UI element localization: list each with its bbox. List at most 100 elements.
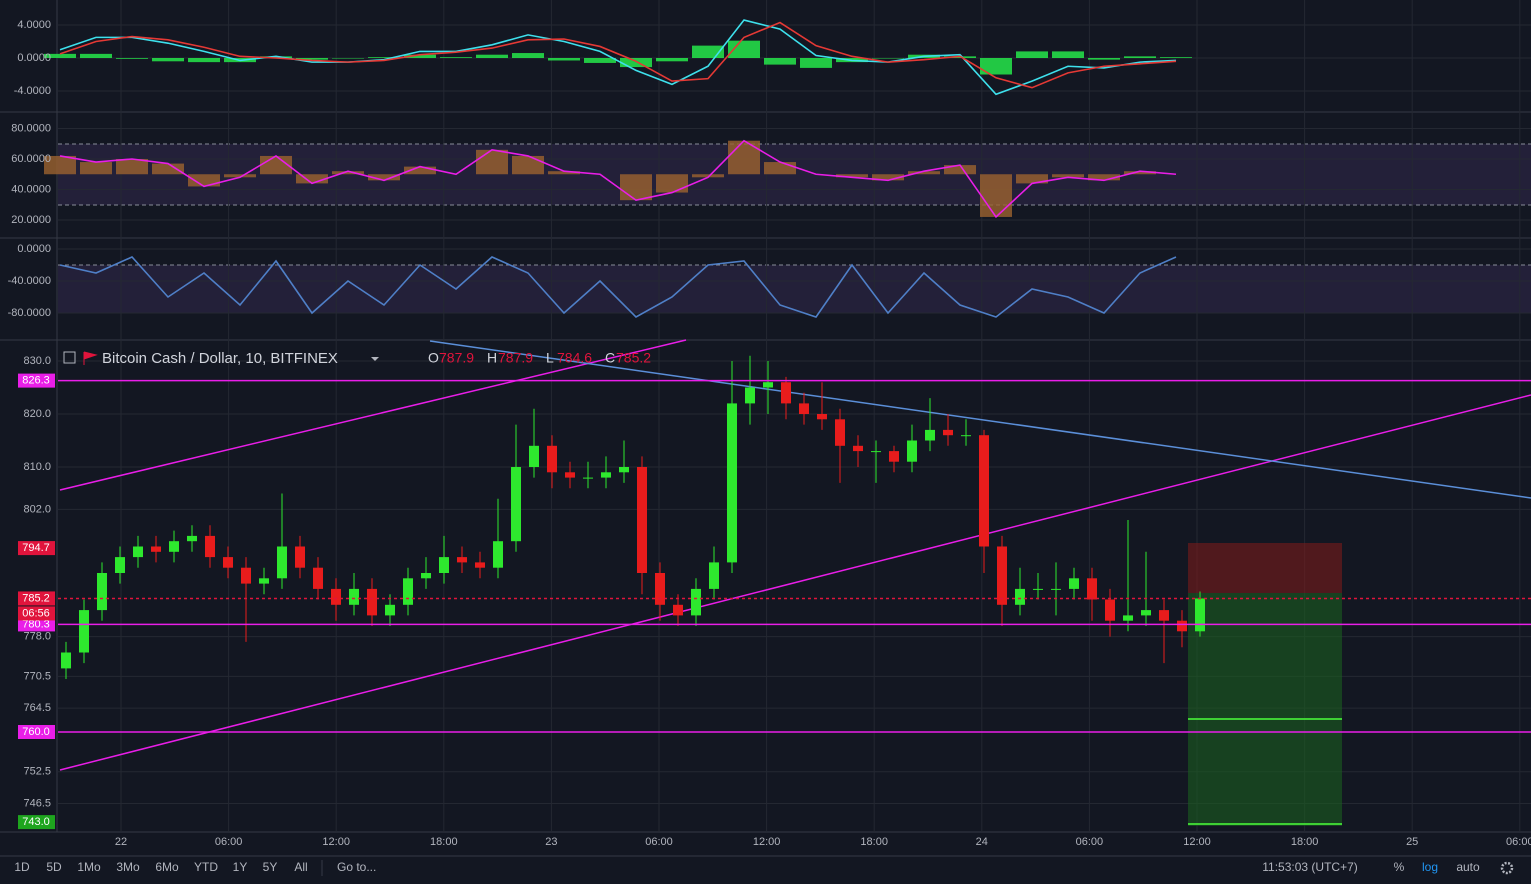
time-label: 23 [545,836,557,848]
macd-tick-label: 0.0000 [17,52,51,64]
candle-body [763,382,773,388]
range-button[interactable]: YTD [194,860,218,874]
candle-body [115,557,125,573]
range-button[interactable]: 6Mo [155,860,179,874]
rsi-tick-label: 20.0000 [11,214,51,226]
settings-icon[interactable] [1500,861,1514,875]
time-label: 06:00 [1506,836,1531,848]
rsi-fill [656,174,688,193]
candle-body [1141,610,1151,616]
range-button[interactable]: 3Mo [116,860,140,874]
rsi-fill [728,140,760,175]
candle-body [151,546,161,552]
candle-body [133,546,143,558]
candle-body [601,472,611,478]
macd-histogram-bar [1052,51,1084,58]
rsi-fill [980,174,1012,217]
macd-histogram-bar [476,54,508,58]
rsi-fill [116,159,148,175]
range-button[interactable]: 1D [14,860,30,874]
candle-body [529,445,539,467]
marks [44,19,1531,733]
goto-button[interactable]: Go to... [337,860,376,874]
rsi-fill [512,155,544,175]
candle-body [871,451,881,453]
candle-body [961,435,971,437]
candle-body [205,535,215,558]
rsi-fill [1052,174,1084,178]
grid [58,0,1531,832]
candle-body [61,652,71,669]
rsi-tick-label: 40.0000 [11,183,51,195]
signal-line [59,21,1177,89]
header: Bitcoin Cash / Dollar, 10, BITFINEX [63,350,379,367]
range-button[interactable]: 1Mo [77,860,101,874]
macd-histogram-bar [116,58,148,59]
macd-histogram-bar [440,57,472,58]
candle-body [907,440,917,462]
macd-histogram-bar [800,58,832,68]
clock: 11:53:03 (UTC+7) [1262,860,1358,874]
candle-body [637,467,647,573]
time-label: 25 [1406,836,1418,848]
macd-line [59,19,1177,96]
candle-body [745,387,755,404]
candle-body [295,546,305,568]
range-button[interactable]: 5Y [263,860,278,874]
candle-body [799,403,809,414]
price-tick-label: 820.0 [23,408,51,420]
candle-body [1195,598,1205,632]
symbol-title[interactable]: Bitcoin Cash / Dollar, 10, BITFINEX [102,350,338,367]
candle-body [79,610,89,653]
willr-line [59,256,1177,318]
price-label-box [18,541,55,556]
auto-toggle[interactable]: auto [1456,860,1480,874]
macd-histogram-bar [584,58,616,63]
range-button[interactable]: 1Y [233,860,248,874]
flag-icon[interactable] [83,351,98,365]
price-label-box [18,725,55,739]
range-button[interactable]: 5D [46,860,62,874]
rsi-fill [692,174,724,178]
willr-tick-label: -80.0000 [8,307,51,319]
rsi-fill [548,171,580,175]
rsi-fill [908,171,940,175]
rsi-fill [368,174,400,181]
candle-body [349,588,359,605]
countdown: 06:56 [22,607,50,619]
log-toggle[interactable]: log [1422,860,1438,874]
time-label: 22 [115,836,127,848]
range-button[interactable]: All [294,860,307,874]
candle-body [1069,578,1079,589]
candle-body [403,578,413,605]
candle-body [583,477,593,479]
macd-histogram-bar [980,58,1012,75]
candle-body [709,562,719,589]
rsi-fill [836,174,868,178]
macd-histogram-bar [188,58,220,63]
rsi-fill [944,165,976,175]
percent-toggle[interactable]: % [1394,860,1405,874]
macd-tick-label: -4.0000 [14,85,51,97]
candle-body [979,435,989,547]
macd-histogram-bar [152,58,184,62]
price-tick-label: 746.5 [23,797,51,809]
candle-body [421,573,431,579]
macd-histogram-bar [548,58,580,61]
macd-histogram-bar [80,53,112,58]
candle-body [187,535,197,542]
expand-icon[interactable] [63,351,76,364]
candle-body [331,588,341,605]
dropdown-icon[interactable] [371,357,379,361]
price-label: 826.3 [22,375,50,387]
candle-body [1087,578,1097,600]
toolbar: 1D 5D 1Mo 3Mo 6Mo YTD 1Y 5Y All Go to... 11:53:03 … [14,860,1514,876]
price-label: 743.0 [22,816,50,828]
time-label: 06:00 [1076,836,1104,848]
rsi-line [59,139,1177,219]
price-label: 780.3 [22,618,50,630]
price-tick-label: 752.5 [23,766,51,778]
candle-body [385,604,395,616]
macd-histogram-bar [1016,51,1048,58]
candle-body [1177,620,1187,632]
